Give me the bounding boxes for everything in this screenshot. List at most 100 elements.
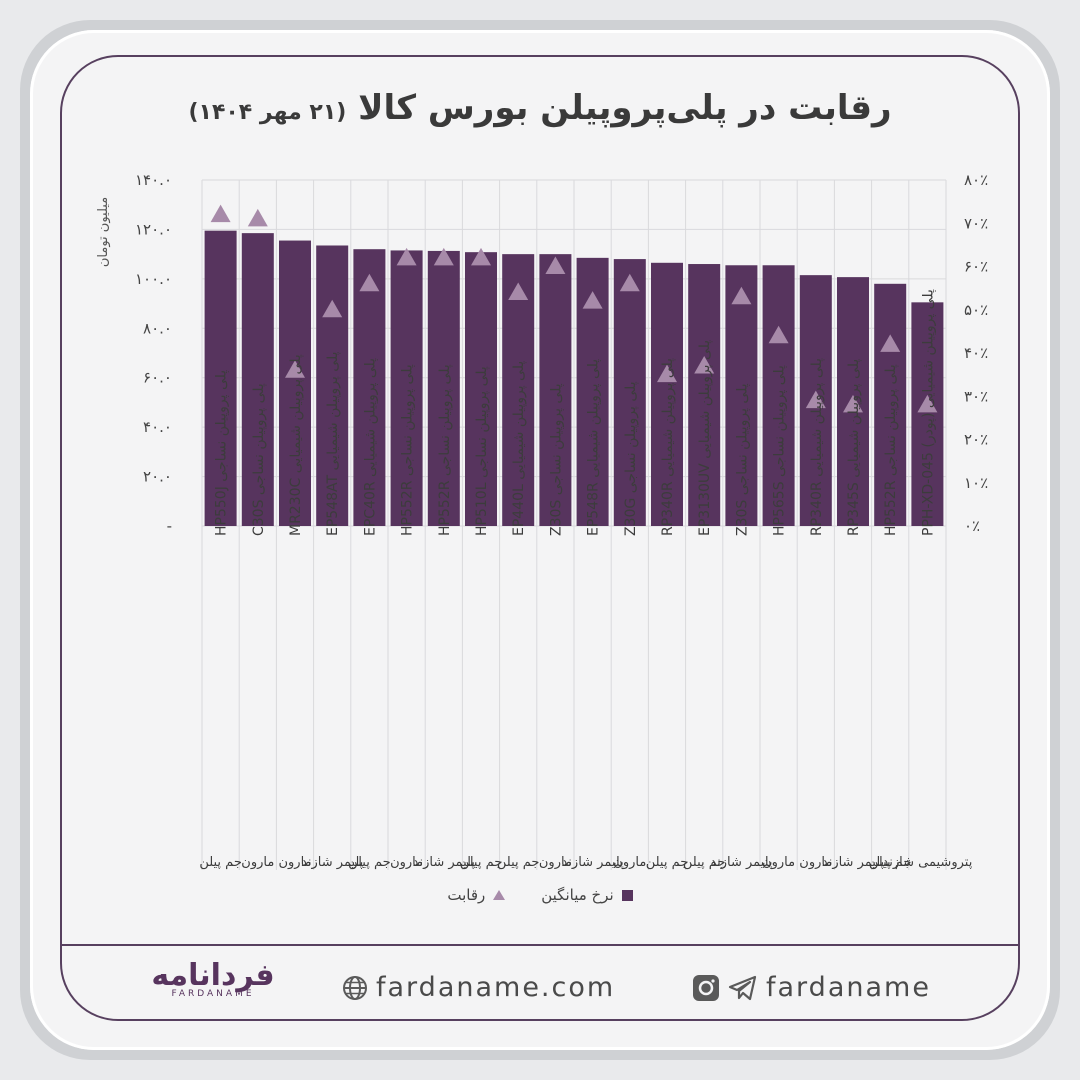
producer-label: مارون [762,855,795,870]
right-tick-label: ۳۰٪ [964,387,988,405]
y-axis-label: میلیون تومان [96,197,111,267]
producer-label: مارون [799,855,832,870]
producer-label: مارون [539,855,572,870]
bar [427,250,460,526]
producer-label: پلیمر شازند [710,855,773,870]
instagram-icon [693,974,719,1001]
competition-marker [396,247,417,266]
bar [241,233,274,526]
producer-label: پلیمر شازند [413,855,476,870]
producer-label: مارون [241,855,274,870]
competition-marker [210,204,231,223]
producer-label: جم پیلن [646,855,689,870]
social-handle[interactable]: fardaname [692,972,931,1003]
category-label: پلی پروپیلن نساجی HP552R [400,364,416,536]
category-label: پلی پروپیلن شیمیایی EP548R [586,359,602,536]
legend-comp-label: رقابت [447,886,486,904]
right-axis: ۰٪ ۱۰٪ ۲۰٪ ۳۰٪ ۴۰٪ ۵۰٪ ۶۰٪ ۷۰٪ ۸۰٪ [964,171,988,535]
category-label: پلی پروپیلن شیمیایی RP345S [846,359,862,536]
category-label: پلی پروپیلن شیمیایی EP440L [511,361,527,536]
competition-marker [619,273,640,292]
competition-marker [843,394,863,413]
bar [613,259,646,526]
category-label: پلی پروپیلن نساجی Z30S [548,383,564,536]
category-label: پلی پروپیلن شیمیایی EPC40R [362,358,378,536]
bar [539,254,572,526]
right-tick-label: ۲۰٪ [964,431,988,449]
bar [911,302,944,526]
footer: فردانامه FARDANAME fardaname.com fardana… [0,958,1080,1022]
bar [316,245,349,526]
right-tick-label: ۷۰٪ [964,214,988,232]
left-tick-label: ۴۰.۰ [143,418,172,436]
competition-marker [545,256,566,274]
competition-marker [731,286,752,305]
left-tick-label: ۱۴۰.۰ [135,171,172,189]
bar [762,265,795,526]
bars-group [204,230,944,527]
right-tick-label: ۶۰٪ [964,258,988,276]
competition-marker [433,247,454,266]
competition-marker [657,364,677,383]
competition-marker [247,208,268,227]
right-tick-label: ۴۰٪ [964,344,988,362]
competition-marker [917,394,938,413]
category-label: پلی پروپیلن شیمیایی (پودر) PPH-XD-045 [920,289,936,536]
competition-marker [322,299,343,318]
legend-triangle-swatch [493,890,506,900]
brand-logo: فردانامه FARDANAME [128,958,298,1018]
left-tick-label: ۱۲۰.۰ [135,220,172,238]
competition-marker [508,282,529,300]
right-tick-label: ۱۰٪ [964,474,988,492]
category-label: پلی پروپیلن نساجی C30S [251,383,267,536]
left-tick-label: ۶۰.۰ [143,369,172,387]
producer-label: جم پیلن [497,855,540,870]
website[interactable]: fardaname.com [342,972,615,1003]
legend-comp: رقابت [447,886,506,904]
producer-label: پلیمر شازند [822,855,885,870]
grid [201,179,947,870]
website-text: fardaname.com [376,972,616,1003]
legend-bar-swatch [621,889,633,901]
bar [688,264,721,526]
legend: نرخ میانگین رقابت [0,886,1080,904]
social-handle-text: fardaname [766,972,931,1003]
right-tick-label: ۸۰٪ [964,171,988,189]
producer-label: جم پیلن [869,855,912,870]
bar [390,250,423,526]
category-label: پلی پروپیلن نساجی HP510L [474,366,490,536]
competition-marker [582,291,603,309]
category-label: پلی پروپیلن نساجی HP565S [772,365,788,536]
content-frame [60,55,1020,1021]
markers-group [210,204,938,413]
producer-label: پلیمر شازند [301,855,364,870]
telegram-icon [728,975,757,1000]
card [30,30,1050,1050]
bar [353,249,386,526]
category-label: پلی پروپیلن نساجی Z30G [623,381,639,536]
producer-label: مارون [613,855,646,870]
producer-label: پلیمر شازند [561,855,624,870]
category-label: پلی پروپیلن شیمیایی MR230C [288,354,304,536]
producer-label: جم پیلن [199,855,242,870]
competition-marker [471,247,491,266]
category-label: پلی پروپیلن شیمیایی RP340R [660,358,676,536]
category-label: پلی پروپیلن نساجی Z30S [734,383,750,536]
category-label: پلی پروپیلن شیمیایی EP548AT [325,351,341,536]
bar [465,252,497,526]
title-text: رقابت در پلی‌پروپیلن بورس کالا [358,88,892,128]
competition-marker [694,355,715,374]
title-date: (۲۱ مهر ۱۴۰۴) [188,100,347,125]
globe-icon [343,975,367,1000]
bar [651,262,683,526]
producer-label: جم پیلن [460,855,503,870]
chart-title: رقابت در پلی‌پروپیلن بورس کالا (۲۱ مهر ۱… [0,88,1080,128]
footer-divider [62,944,1018,946]
bar [725,265,758,526]
bar [279,240,311,527]
bar [874,283,907,526]
category-label: پلی پروپیلن نساجی HP552R [437,364,453,536]
category-label: پلی پروپیلن نساجی HP552R [883,364,899,536]
brand-name-fa: فردانامه [151,958,275,993]
